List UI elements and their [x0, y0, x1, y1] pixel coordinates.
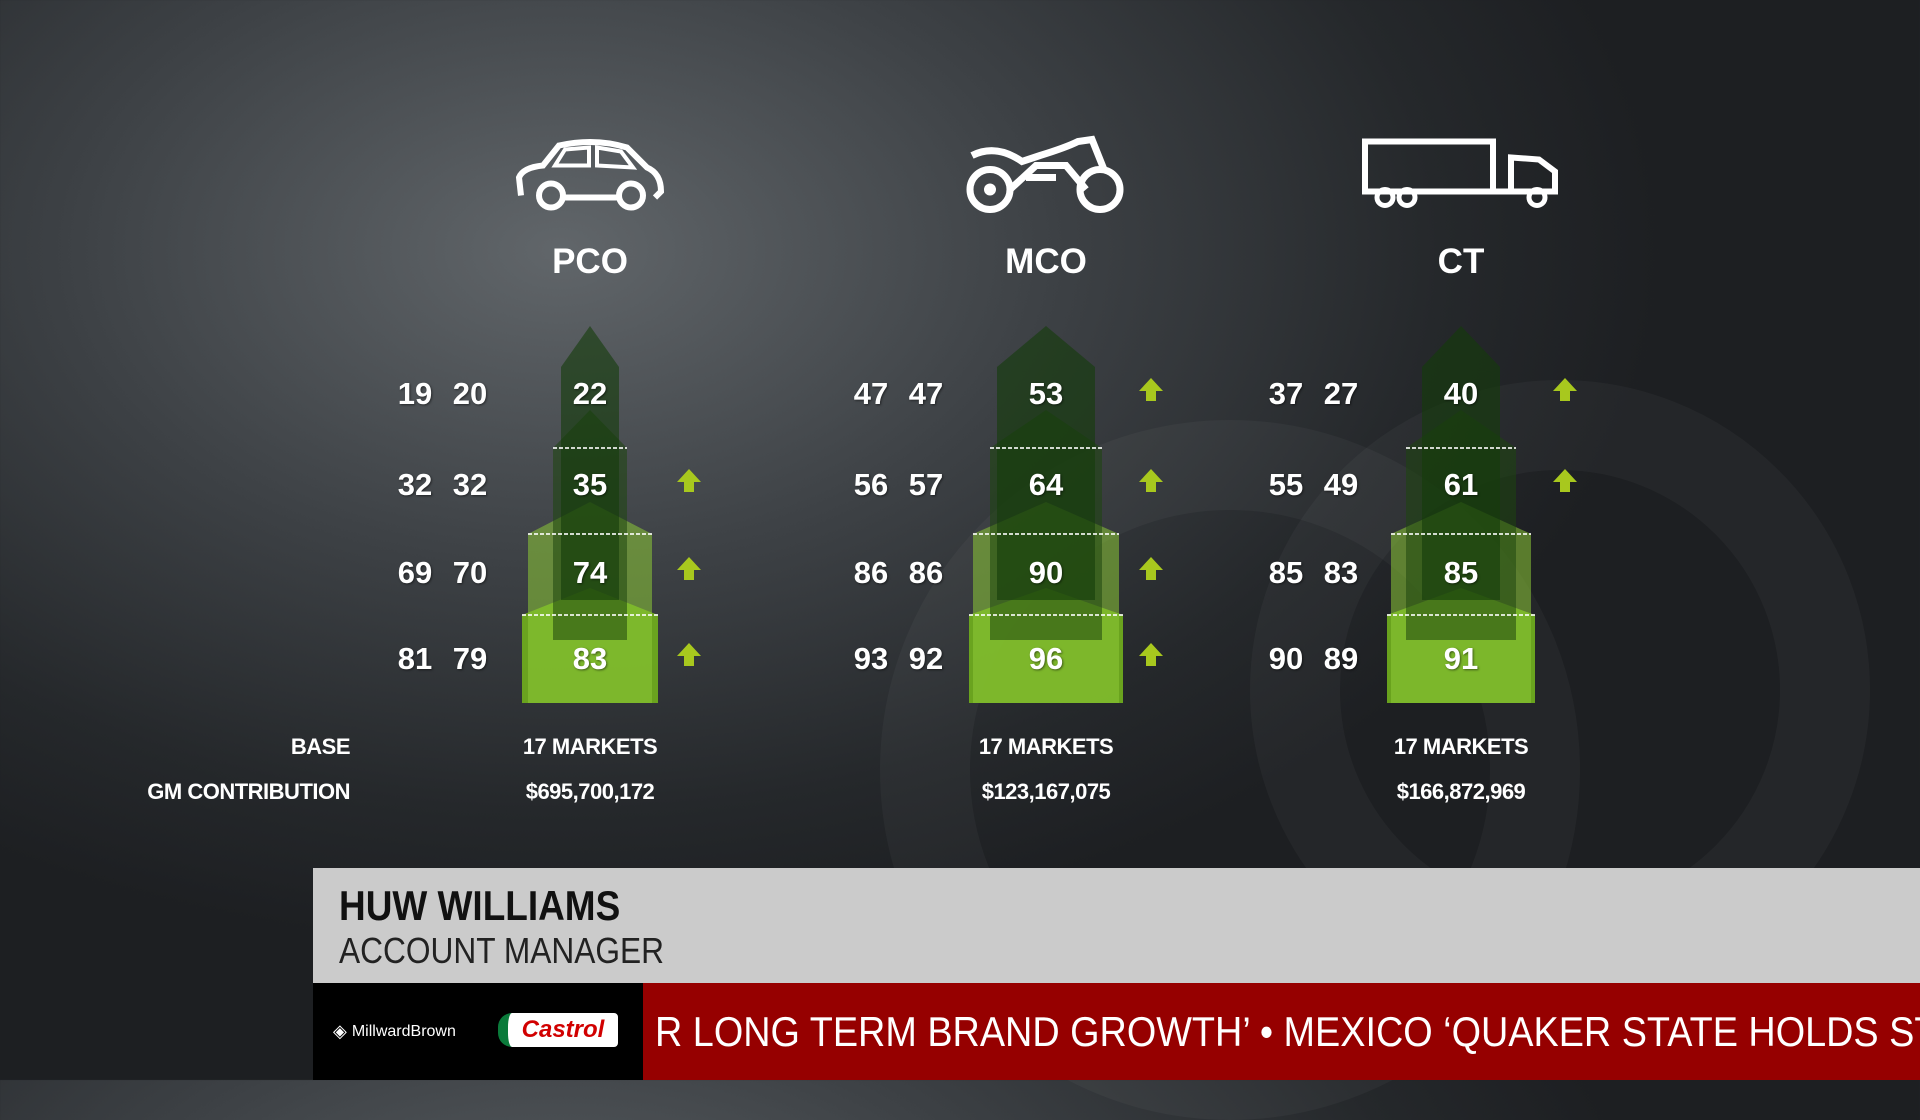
value-prev-2: 20: [452, 376, 488, 411]
value-prev-1: 32: [397, 467, 433, 502]
castrol-text: Castrol: [521, 1016, 605, 1043]
value-current: 64: [1028, 467, 1064, 502]
category-label-ct: CT: [1437, 242, 1485, 281]
value-prev-1: 56: [853, 467, 889, 502]
castrol-logo: Castrol: [498, 1013, 618, 1047]
up-arrow-icon: [1553, 469, 1577, 492]
up-arrow-icon: [1139, 378, 1163, 401]
value-current: 61: [1443, 467, 1479, 502]
up-arrow-icon: [1139, 643, 1163, 666]
gm-value-ct: $166,872,969: [1396, 779, 1526, 804]
gm-value-pco: $695,700,172: [525, 779, 655, 804]
category-label-pco: PCO: [552, 242, 628, 281]
value-prev-2: 57: [908, 467, 944, 502]
base-value-pco: 17 MARKETS: [522, 734, 658, 759]
value-prev-1: 81: [397, 641, 433, 676]
value-prev-2: 79: [452, 641, 488, 676]
value-current: 96: [1028, 641, 1064, 676]
tier-1-shape: [1422, 326, 1500, 600]
truck-icon: [1361, 136, 1561, 221]
presenter-name: HUW WILLIAMS: [339, 882, 621, 929]
value-prev-2: 49: [1323, 467, 1359, 502]
base-label: BASE: [290, 734, 351, 759]
value-current: 85: [1443, 555, 1479, 590]
value-current: 74: [572, 555, 608, 590]
millward-brown-logo: ◈ MillwardBrown: [333, 1021, 456, 1042]
value-prev-2: 92: [908, 641, 944, 676]
millward-brown-text: MillwardBrown: [351, 1022, 456, 1040]
value-current: 40: [1443, 376, 1479, 411]
value-prev-1: 19: [397, 376, 433, 411]
car-icon: [515, 138, 665, 219]
gm-value-mco: $123,167,075: [981, 779, 1111, 804]
value-prev-2: 70: [452, 555, 488, 590]
base-value-ct: 17 MARKETS: [1393, 734, 1529, 759]
news-ticker: R LONG TERM BRAND GROWTH’ • MEXICO ‘QUAK…: [643, 983, 1920, 1080]
value-prev-1: 90: [1268, 641, 1304, 676]
value-current: 83: [572, 641, 608, 676]
value-current: 53: [1028, 376, 1064, 411]
millward-brown-icon: ◈: [333, 1021, 347, 1041]
tier-1-shape: [561, 326, 619, 600]
ticker-text: R LONG TERM BRAND GROWTH’ • MEXICO ‘QUAK…: [655, 1007, 1920, 1055]
value-current: 90: [1028, 555, 1064, 590]
value-prev-1: 69: [397, 555, 433, 590]
funnel-stacks: [522, 326, 1535, 703]
up-arrow-icon: [677, 469, 701, 492]
value-prev-2: 89: [1323, 641, 1359, 676]
value-prev-1: 37: [1268, 376, 1304, 411]
value-prev-1: 86: [853, 555, 889, 590]
up-arrow-icon: [677, 557, 701, 580]
presenter-role: ACCOUNT MANAGER: [339, 930, 665, 971]
value-current: 91: [1443, 641, 1479, 676]
up-arrow-icon: [677, 643, 701, 666]
lower-third: HUW WILLIAMS ACCOUNT MANAGER: [313, 868, 1920, 983]
up-arrow-icon: [1139, 469, 1163, 492]
value-prev-2: 86: [908, 555, 944, 590]
base-value-mco: 17 MARKETS: [978, 734, 1114, 759]
tier-1-shape: [997, 326, 1095, 600]
value-prev-1: 55: [1268, 467, 1304, 502]
up-arrow-icon: [1553, 378, 1577, 401]
value-prev-2: 83: [1323, 555, 1359, 590]
value-current: 35: [572, 467, 608, 502]
logo-bar: ◈ MillwardBrown Castrol: [313, 983, 643, 1080]
value-prev-1: 85: [1268, 555, 1304, 590]
value-prev-1: 93: [853, 641, 889, 676]
value-prev-1: 47: [853, 376, 889, 411]
category-label-mco: MCO: [1005, 242, 1087, 281]
value-prev-2: 32: [452, 467, 488, 502]
motorcycle-icon: [966, 135, 1126, 221]
gm-contribution-label: GM CONTRIBUTION: [147, 779, 350, 804]
value-prev-2: 47: [908, 376, 944, 411]
value-current: 22: [572, 376, 608, 411]
up-arrow-icon: [1139, 557, 1163, 580]
value-prev-2: 27: [1323, 376, 1359, 411]
